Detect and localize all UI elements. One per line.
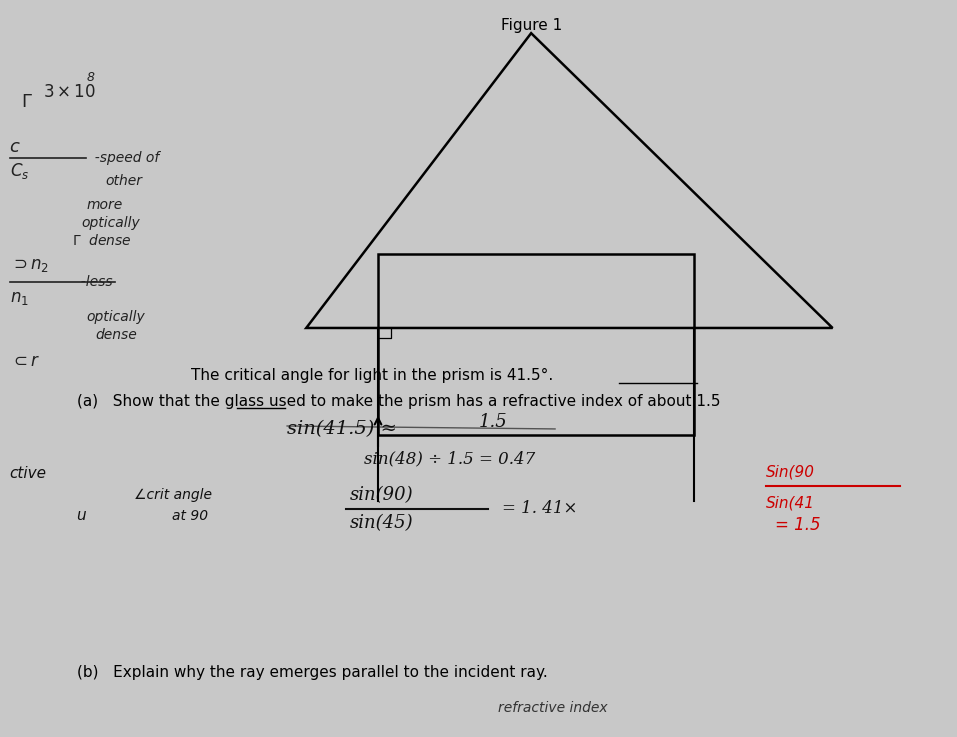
Text: sin(48) ÷ 1.5 = 0.47: sin(48) ÷ 1.5 = 0.47 (364, 450, 535, 467)
Text: more: more (86, 198, 122, 212)
Text: at 90: at 90 (172, 509, 209, 523)
Text: $\subset r$: $\subset r$ (10, 352, 39, 370)
Text: $\Gamma$  dense: $\Gamma$ dense (72, 234, 132, 248)
Text: optically: optically (81, 216, 140, 229)
Text: 8: 8 (86, 71, 94, 84)
Bar (378, 254, 694, 435)
Text: dense: dense (96, 328, 138, 341)
Text: $\Gamma$: $\Gamma$ (21, 93, 33, 111)
Text: optically: optically (86, 310, 145, 324)
Text: ∠crit angle: ∠crit angle (134, 489, 212, 502)
Text: $\supset n_2$: $\supset n_2$ (10, 256, 49, 274)
Text: sin(90): sin(90) (349, 486, 412, 504)
Text: -speed of: -speed of (86, 152, 160, 165)
Text: -less: -less (72, 275, 112, 288)
Text: sin(41.5) ≈: sin(41.5) ≈ (287, 420, 397, 438)
Text: $3\times10$: $3\times10$ (43, 83, 96, 101)
Text: c: c (10, 139, 19, 156)
Text: 1.5: 1.5 (478, 413, 507, 430)
Text: $C_s$: $C_s$ (10, 161, 29, 181)
Text: Sin(90: Sin(90 (766, 464, 814, 479)
Text: = 1. 41×: = 1. 41× (502, 500, 578, 517)
Text: (a)   Show that the glass used to make the prism has a refractive index of about: (a) Show that the glass used to make the… (77, 394, 720, 409)
Text: (b)   Explain why the ray emerges parallel to the incident ray.: (b) Explain why the ray emerges parallel… (77, 665, 547, 680)
Text: sin(45): sin(45) (349, 514, 412, 532)
Text: = 1.5: = 1.5 (775, 516, 821, 534)
Text: Figure 1: Figure 1 (501, 18, 562, 33)
Text: ctive: ctive (10, 466, 47, 481)
Text: other: other (105, 174, 143, 187)
Text: $n_1$: $n_1$ (10, 289, 29, 307)
Text: The critical angle for light in the prism is 41.5°.: The critical angle for light in the pris… (191, 368, 554, 383)
Text: Sin(41: Sin(41 (766, 495, 814, 510)
Text: refractive index: refractive index (498, 701, 608, 714)
Text: u: u (77, 509, 86, 523)
